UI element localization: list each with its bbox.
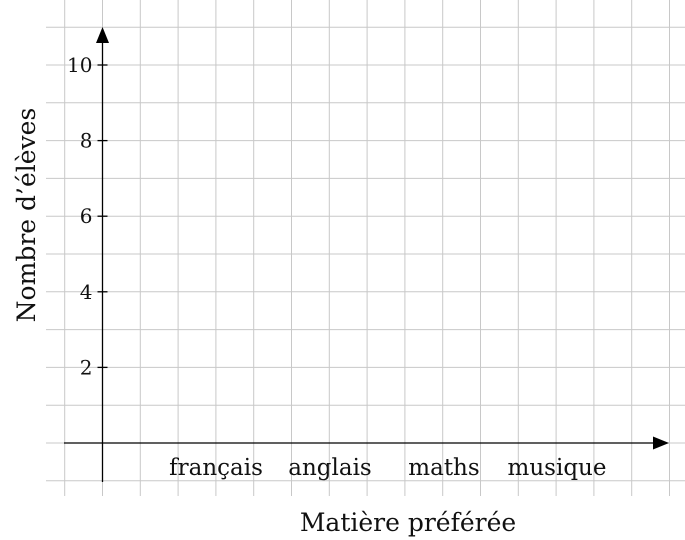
- category-label: français: [169, 455, 263, 481]
- y-ticks: 2 4 6 8 10: [67, 53, 108, 379]
- y-axis-arrow-icon: [96, 27, 109, 43]
- category-label: maths: [408, 455, 479, 481]
- y-axis-title: Nombre d’élèves: [12, 108, 41, 323]
- y-tick-label: 10: [67, 53, 92, 77]
- category-labels: français anglais maths musique: [169, 455, 606, 481]
- category-label: anglais: [288, 455, 371, 481]
- axes: [64, 27, 669, 482]
- x-axis-title: Matière préférée: [300, 508, 516, 537]
- category-label: musique: [508, 455, 607, 481]
- x-axis-arrow-icon: [653, 436, 669, 450]
- y-tick-label: 2: [80, 355, 93, 379]
- y-tick-label: 4: [80, 280, 93, 304]
- y-tick-label: 6: [80, 204, 93, 228]
- y-tick-label: 8: [80, 129, 93, 153]
- grid: [46, 0, 685, 496]
